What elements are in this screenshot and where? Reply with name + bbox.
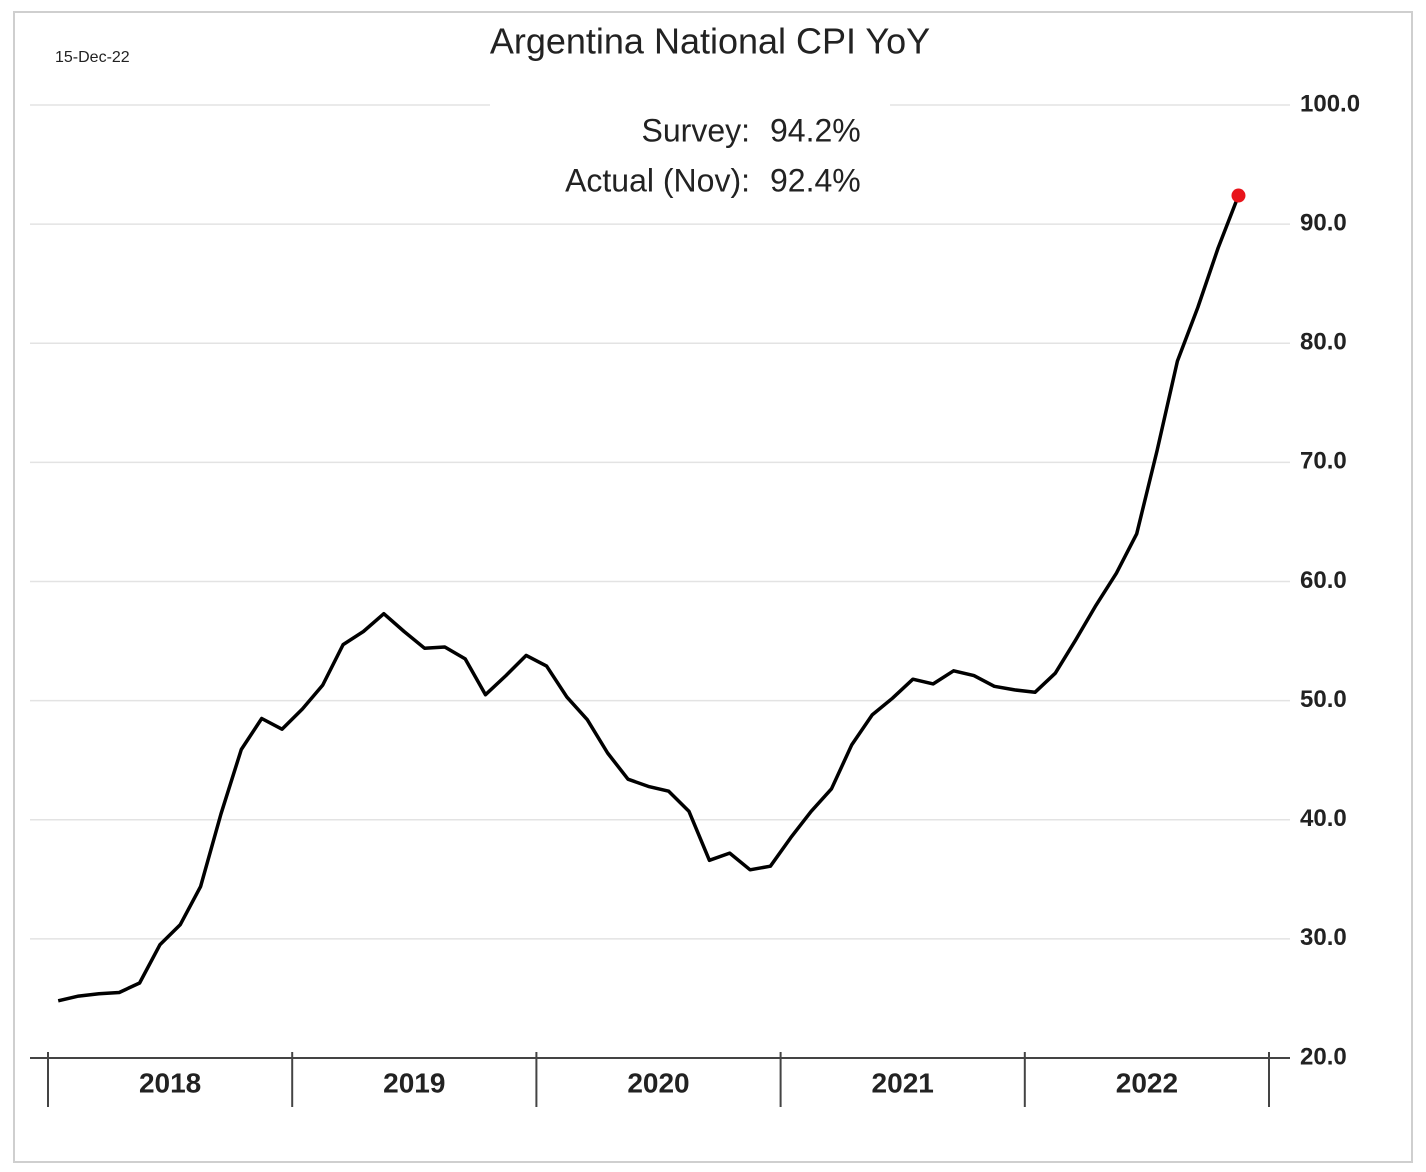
x-tick-label: 2020: [627, 1067, 689, 1098]
y-tick-label: 70.0: [1300, 448, 1347, 475]
annotation-value: 92.4%: [770, 162, 861, 198]
y-tick-label: 50.0: [1300, 686, 1347, 713]
y-tick-label: 30.0: [1300, 924, 1347, 951]
x-tick-label: 2018: [139, 1067, 201, 1098]
y-tick-label: 60.0: [1300, 567, 1347, 594]
date-note: 15-Dec-22: [55, 49, 130, 66]
annotation-label: Actual (Nov):: [565, 162, 750, 198]
x-tick-label: 2021: [872, 1067, 934, 1098]
last-point: [1231, 188, 1246, 203]
y-tick-label: 90.0: [1300, 209, 1347, 236]
annotation-value: 94.2%: [770, 112, 861, 148]
y-tick-label: 100.0: [1300, 90, 1360, 117]
frame: [13, 11, 1413, 1163]
x-tick-label: 2022: [1116, 1067, 1178, 1098]
x-tick-label: 2019: [383, 1067, 445, 1098]
chart-title: Argentina National CPI YoY: [490, 21, 930, 62]
annotation-label: Survey:: [642, 112, 750, 148]
annotation-box: [490, 90, 890, 210]
y-tick-label: 20.0: [1300, 1043, 1347, 1070]
cpi-line: [57, 194, 1241, 1003]
y-tick-label: 80.0: [1300, 329, 1347, 356]
y-tick-label: 40.0: [1300, 805, 1347, 832]
